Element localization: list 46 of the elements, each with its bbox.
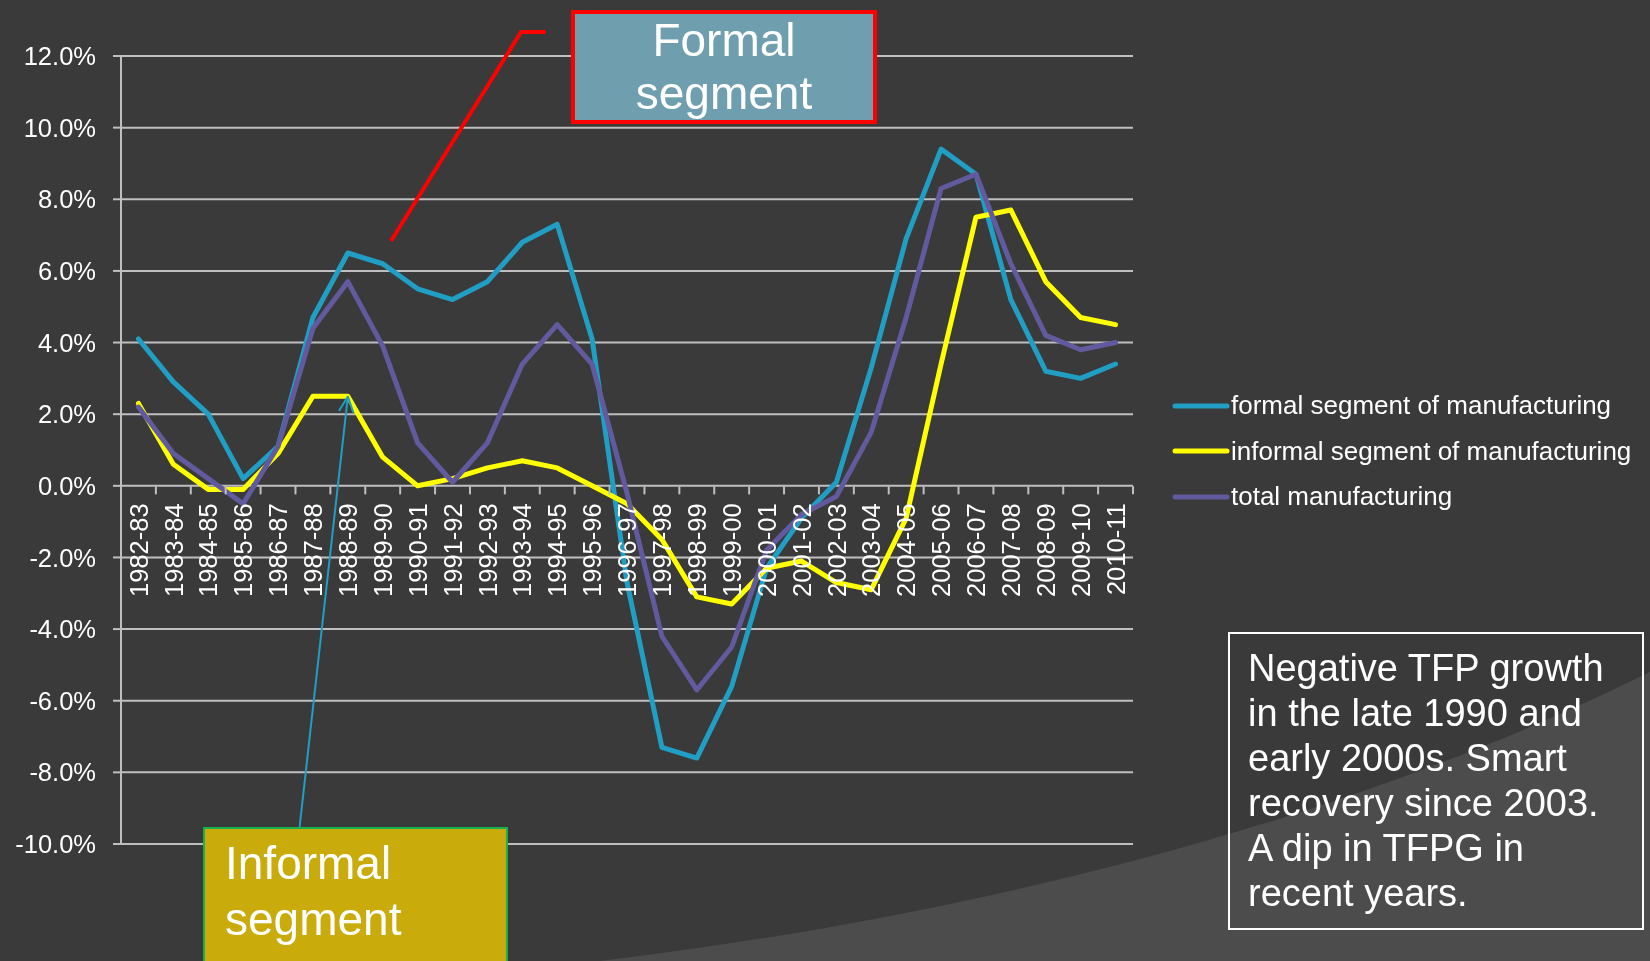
legend-label: informal segment of manufacturing <box>1231 435 1632 467</box>
x-tick-label: 1993-94 <box>508 503 537 597</box>
text: Negative TFP growth in the late 1990 and early 2000s. Smart recovery since 2003. A dip in TFPG in recent years. <box>1228 632 1644 930</box>
x-tick-label: 1992-93 <box>473 503 502 597</box>
x-tick-label: 1997-98 <box>648 503 677 597</box>
y-tick-label: 4.0% <box>37 328 96 357</box>
x-tick-label: 2004-05 <box>892 503 921 597</box>
x-tick-label: 1994-95 <box>543 503 572 597</box>
x-tick-label: 2009-10 <box>1066 503 1095 597</box>
y-tick-label: 10.0% <box>23 113 96 142</box>
x-tick-label: 1990-91 <box>403 503 432 597</box>
x-tick-label: 1987-88 <box>299 503 328 597</box>
x-tick-label: 1983-84 <box>159 503 188 597</box>
y-tick-label: 8.0% <box>37 185 96 214</box>
y-tick-label: -4.0% <box>29 615 96 644</box>
x-tick-label: 1982-83 <box>124 503 153 597</box>
x-tick-label: 1995-96 <box>578 503 607 597</box>
x-tick-label: 1985-86 <box>229 503 258 597</box>
x-tick-label: 2008-09 <box>1031 503 1060 597</box>
x-tick-label: 1996-97 <box>613 503 642 597</box>
x-tick-label: 1998-99 <box>682 503 711 597</box>
x-tick-label: 2003-04 <box>857 503 886 597</box>
x-tick-label: 2007-08 <box>997 503 1026 597</box>
y-tick-label: -8.0% <box>29 758 96 787</box>
x-tick-label: 2002-03 <box>822 503 851 597</box>
x-tick-label: 2005-06 <box>927 503 956 597</box>
x-tick-label: 1984-85 <box>194 503 223 597</box>
x-tick-label: 1991-92 <box>438 503 467 597</box>
x-tick-label: 1989-90 <box>368 503 397 597</box>
x-tick-label: 1986-87 <box>264 503 293 597</box>
y-tick-label: -10.0% <box>15 830 96 859</box>
legend-label: formal segment of manufacturing <box>1231 390 1612 422</box>
x-tick-label: 2010-11 <box>1101 503 1130 596</box>
y-tick-label: 0.0% <box>37 471 96 500</box>
x-tick-label: 2000-01 <box>752 503 781 597</box>
x-tick-label: 2006-07 <box>962 503 991 597</box>
y-tick-label: 12.0% <box>23 42 96 71</box>
y-tick-label: -2.0% <box>29 543 96 572</box>
y-tick-label: 6.0% <box>37 256 96 285</box>
y-tick-label: 2.0% <box>37 400 96 429</box>
x-tick-label: 1988-89 <box>334 503 363 597</box>
x-tick-label: 1999-00 <box>717 503 746 597</box>
y-tick-label: -6.0% <box>29 686 96 715</box>
x-tick-label: 2001-02 <box>787 503 816 597</box>
annotation: Informal segment <box>224 836 403 947</box>
legend-label: total manufacturing <box>1231 481 1453 513</box>
